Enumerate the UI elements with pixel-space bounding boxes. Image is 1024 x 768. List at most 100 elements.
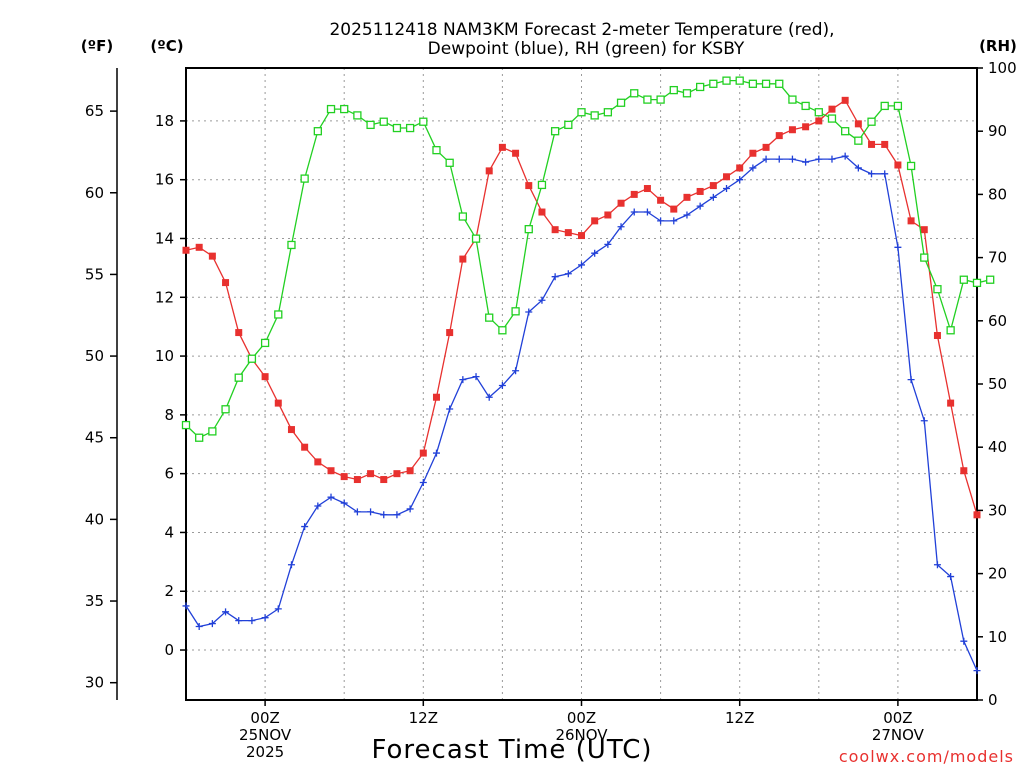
temperature-point (393, 470, 401, 478)
series-dewpoint (182, 152, 981, 675)
rh-axis-unit: (RH) (979, 37, 1017, 55)
rh-point (696, 82, 705, 92)
temperature-point (208, 252, 216, 260)
rh-tick-label: 90 (988, 122, 1007, 140)
celsius-tick-label: 0 (164, 641, 174, 659)
dewpoint-point (340, 499, 348, 507)
rh-tick-label: 10 (988, 628, 1007, 646)
dewpoint-point (551, 273, 559, 281)
temperature-point (591, 217, 599, 225)
temperature-point (419, 449, 427, 457)
celsius-tick-label: 14 (155, 229, 174, 247)
temperature-point (868, 140, 876, 148)
rh-point (775, 79, 784, 88)
rh-point (511, 307, 520, 316)
temperature-point (525, 182, 533, 190)
temperature-point (670, 205, 678, 213)
rh-point (405, 123, 415, 133)
temperature-point (973, 511, 981, 519)
dewpoint-point (380, 511, 388, 519)
temperature-point (314, 458, 322, 466)
dewpoint-point (907, 376, 915, 384)
x-axis-label: Forecast Time (UTC) (371, 735, 652, 765)
temperature-point (261, 373, 269, 381)
temperature-point (327, 467, 335, 475)
rh-point (972, 278, 982, 288)
celsius-ticks: 0 2 4 6 8 10 12 14 16 18 (155, 112, 186, 659)
temperature-point (287, 426, 295, 434)
dewpoint-point (960, 637, 968, 645)
rh-point (761, 79, 771, 88)
time-tick-label: 2025 (246, 743, 284, 761)
temperature-point (274, 399, 282, 407)
temperature-point (367, 470, 375, 478)
dewpoint-point (235, 617, 243, 625)
dewpoint-point (881, 170, 889, 178)
rh-tick-label: 50 (988, 375, 1007, 393)
dewpoint-point (208, 620, 216, 628)
temperature-point (604, 211, 612, 219)
rh-tick-label: 0 (988, 691, 998, 709)
temperature-point (709, 182, 717, 190)
dewpoint-point (736, 176, 744, 184)
rh-point (181, 420, 191, 430)
dewpoint-point (920, 417, 928, 425)
rh-point (274, 310, 283, 319)
rh-point (208, 427, 217, 436)
celsius-tick-label: 2 (164, 582, 174, 600)
dewpoint-point (261, 614, 269, 622)
rh-point (788, 95, 797, 104)
dewpoint-point (775, 155, 783, 163)
dewpoint-point (578, 261, 585, 269)
rh-point (260, 338, 270, 348)
rh-point (419, 117, 428, 126)
fahrenheit-tick-label: 40 (85, 510, 104, 528)
dewpoint-point (762, 155, 770, 163)
temperature-point (749, 149, 757, 157)
celsius-axis-unit: (ºC) (150, 37, 183, 55)
dewpoint-point (432, 449, 440, 457)
fahrenheit-ticks: 30 35 40 45 50 55 60 65 (85, 102, 117, 692)
rh-point (564, 120, 573, 130)
rh-point (458, 212, 468, 221)
rh-point (656, 95, 665, 104)
rh-point (682, 89, 692, 98)
rh-point (709, 79, 718, 88)
dewpoint-point (973, 667, 981, 675)
time-tick-label: 12Z (725, 709, 754, 727)
temperature-point (894, 161, 902, 169)
dewpoint-point (788, 155, 796, 163)
dewpoint-point (933, 561, 941, 569)
rh-point (920, 253, 929, 262)
celsius-tick-label: 18 (155, 112, 174, 130)
rh-point (445, 158, 454, 167)
dewpoint-point (446, 405, 454, 413)
temperature-point (696, 187, 704, 195)
temperature-point (907, 217, 915, 225)
rh-point (841, 127, 850, 136)
time-tick-label: 00Z (567, 709, 596, 727)
rh-tick-label: 80 (988, 185, 1007, 203)
rh-point (880, 101, 889, 111)
dewpoint-point (301, 523, 309, 531)
dewpoint-point (749, 164, 757, 172)
fahrenheit-tick-label: 30 (85, 674, 104, 692)
temperature-point (564, 229, 572, 237)
temperature-point (630, 190, 638, 198)
rh-point (432, 146, 441, 155)
temperature-point (538, 208, 546, 216)
plot-area (181, 76, 995, 675)
temperature-point (960, 467, 968, 475)
celsius-tick-label: 12 (155, 288, 174, 306)
time-tick-label: 27NOV (872, 726, 925, 744)
rh-tick-label: 70 (988, 249, 1007, 267)
temperature-point (854, 120, 862, 128)
rh-point (603, 108, 613, 117)
temperature-point (657, 196, 665, 204)
rh-point (893, 101, 903, 111)
temperature-point (933, 331, 941, 339)
time-tick-label: 00Z (250, 709, 279, 727)
chart-title-line1: 2025112418 NAM3KM Forecast 2-meter Tempe… (329, 20, 834, 40)
dewpoint-point (538, 296, 546, 304)
rh-point (933, 285, 942, 294)
